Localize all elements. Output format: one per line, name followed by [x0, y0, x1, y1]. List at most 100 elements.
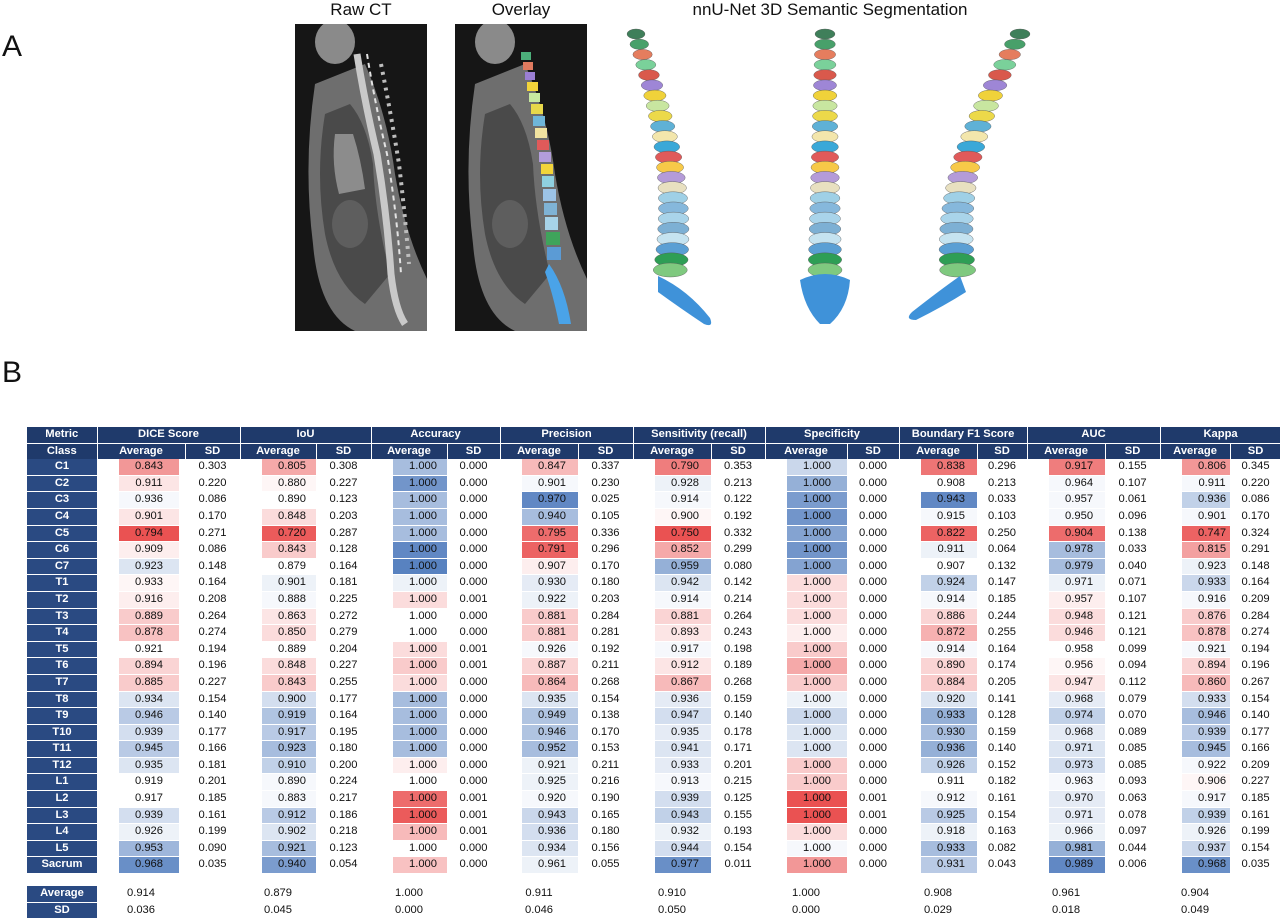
sd-value: 0.217: [329, 792, 358, 805]
class-label: T12: [27, 757, 97, 775]
average-cell: 0.973: [1027, 757, 1106, 774]
average-cell: 1.000: [371, 674, 447, 691]
sd-value: 0.177: [329, 692, 358, 705]
average-value: 1.000: [787, 608, 848, 625]
sd-value: 0.332: [724, 526, 753, 539]
sd-value: 0.199: [1241, 825, 1270, 838]
average-subheader: Average: [1160, 443, 1231, 460]
table-row: C5 0.794 0.271 0.720 0.287 1.000 0.000 0.795 0.3…: [27, 525, 1280, 543]
sd-value: 0.181: [329, 576, 358, 589]
average-cell: 1.000: [371, 724, 447, 741]
average-value: 0.912: [262, 807, 316, 824]
average-cell: 1.000: [371, 542, 447, 559]
average-value: 0.901: [119, 508, 179, 525]
sd-value: 0.070: [1118, 709, 1147, 722]
average-cell: 0.959: [633, 558, 712, 575]
summary-value: 1.000: [395, 887, 423, 900]
average-cell: 1.000: [765, 857, 848, 874]
average-cell: 0.881: [500, 625, 579, 642]
average-value: 0.945: [1182, 741, 1231, 757]
average-value: 0.794: [119, 525, 179, 542]
sd-value: 0.199: [198, 825, 227, 838]
summary-blank: [711, 902, 765, 919]
average-value: 0.970: [1049, 791, 1106, 807]
sd-value: 0.054: [329, 858, 358, 871]
average-cell: 0.747: [1160, 525, 1231, 542]
table-row: Sacrum 0.968 0.035 0.940 0.054 1.000 0.000 0.96…: [27, 856, 1280, 875]
spine-3d-right-view: [900, 28, 1040, 328]
average-cell: 0.917: [1160, 791, 1231, 808]
average-cell: 0.881: [500, 608, 579, 625]
average-value: 0.923: [262, 741, 316, 757]
class-label: T11: [27, 740, 97, 758]
average-cell: 0.961: [500, 857, 579, 874]
summary-blank: [185, 886, 240, 902]
average-value: 1.000: [787, 724, 848, 741]
sd-value: 0.001: [459, 659, 488, 672]
class-label: Sacrum: [27, 856, 97, 875]
vertebra-shape: [993, 59, 1017, 71]
sd-value: 0.201: [724, 758, 753, 771]
sd-value: 0.227: [329, 659, 358, 672]
table-row: L4 0.926 0.199 0.902 0.218 1.000 0.001 0.936 0.1…: [27, 823, 1280, 841]
average-value: 1.000: [393, 674, 447, 691]
average-cell: 1.000: [371, 625, 447, 642]
average-value: 1.000: [393, 558, 447, 575]
average-cell: 1.000: [765, 691, 848, 708]
sd-value: 0.213: [988, 476, 1017, 489]
sd-value: 0.211: [591, 758, 620, 771]
average-cell: 0.913: [633, 774, 712, 791]
average-value: 0.939: [119, 807, 179, 824]
sd-value: 0.000: [459, 675, 488, 688]
sd-value: 0.164: [1241, 576, 1270, 589]
sd-value: 0.107: [1118, 476, 1147, 489]
average-value: 0.933: [1182, 575, 1231, 591]
average-value: 0.911: [921, 774, 978, 791]
average-cell: 0.946: [97, 708, 185, 725]
sd-value: 0.096: [1118, 509, 1147, 522]
average-cell: 0.921: [500, 757, 579, 774]
class-label: C5: [27, 525, 97, 543]
sd-value: 0.000: [859, 709, 888, 722]
average-cell: 1.000: [371, 774, 447, 791]
sd-value: 0.192: [724, 509, 753, 522]
average-cell: 0.822: [899, 525, 978, 542]
table-row: C4 0.901 0.170 0.848 0.203 1.000 0.000 0.940 0.1…: [27, 508, 1280, 526]
average-value: 0.795: [522, 525, 579, 542]
summary-value: 0.029: [924, 903, 953, 916]
table-row: T2 0.916 0.208 0.888 0.225 1.000 0.001 0.922 0.2…: [27, 591, 1280, 609]
average-cell: 1.000: [371, 824, 447, 841]
average-cell: 0.935: [500, 691, 579, 708]
average-cell: 0.943: [899, 492, 978, 509]
average-value: 0.937: [1182, 840, 1231, 857]
sd-value: 0.105: [591, 509, 620, 522]
average-value: 1.000: [787, 591, 848, 608]
average-value: 1.000: [393, 575, 447, 591]
average-value: 0.876: [1182, 608, 1231, 625]
summary-label: Average: [27, 886, 97, 903]
average-value: 0.914: [921, 591, 978, 608]
sd-value: 0.164: [988, 642, 1017, 655]
average-value: 0.907: [921, 558, 978, 575]
sd-value: 0.044: [1118, 841, 1147, 854]
sd-value: 0.000: [859, 576, 888, 589]
average-cell: 0.963: [1027, 774, 1106, 791]
average-cell: 1.000: [765, 508, 848, 525]
sd-value: 0.296: [988, 460, 1017, 473]
average-value: 1.000: [787, 857, 848, 874]
average-value: 0.971: [1049, 741, 1106, 757]
average-cell: 0.917: [97, 791, 185, 808]
average-value: 0.940: [522, 508, 579, 525]
average-cell: 0.912: [899, 791, 978, 808]
average-value: 0.943: [522, 807, 579, 824]
average-cell: 0.883: [240, 791, 316, 808]
average-value: 0.867: [655, 674, 712, 691]
sd-value: 0.155: [1118, 460, 1147, 473]
average-cell: 1.000: [371, 475, 447, 492]
sd-value: 0.085: [1118, 742, 1147, 755]
sd-value: 0.001: [459, 825, 488, 838]
average-cell: 0.864: [500, 674, 579, 691]
sd-value: 0.209: [1241, 592, 1270, 605]
table-row: T11 0.945 0.166 0.923 0.180 1.000 0.000 0.952 0.…: [27, 740, 1280, 758]
sd-value: 0.163: [988, 825, 1017, 838]
